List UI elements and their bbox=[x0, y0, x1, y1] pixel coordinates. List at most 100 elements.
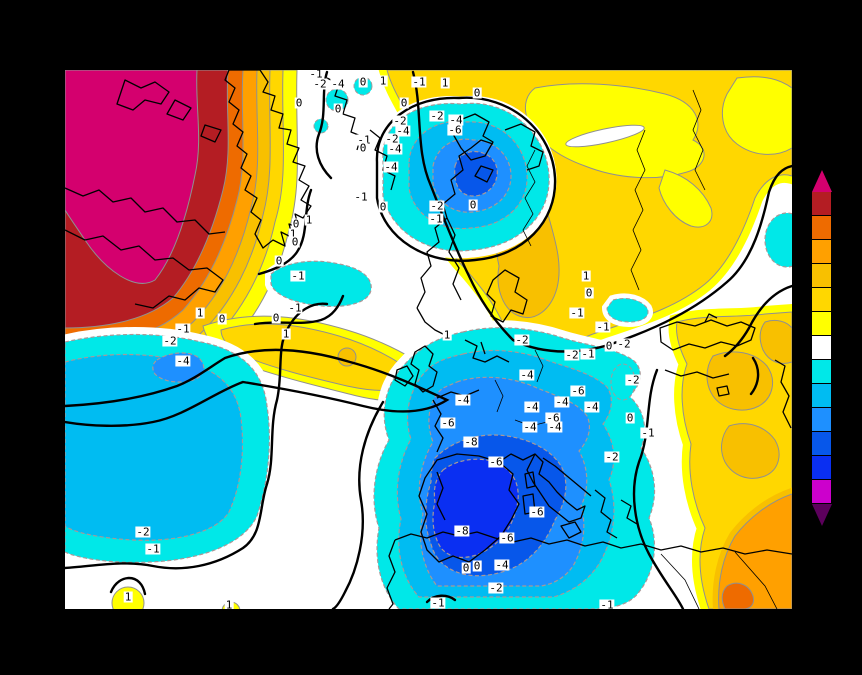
contour-label: -4 bbox=[175, 354, 191, 368]
contour-label: 0 bbox=[274, 254, 284, 268]
contour-label: 0 bbox=[291, 217, 301, 231]
north-sea-coast bbox=[464, 339, 510, 363]
canada-coast-2 bbox=[65, 229, 224, 309]
contour-label: -6 bbox=[529, 505, 545, 519]
contour-label: -6 bbox=[440, 416, 456, 430]
contour-label: 1 bbox=[281, 327, 291, 341]
contour-label: -4 bbox=[330, 77, 346, 91]
contour-label: -4 bbox=[383, 160, 399, 174]
warm-regions-layer bbox=[65, 70, 792, 609]
contour-label: -4 bbox=[395, 124, 411, 138]
contour-label: -2 bbox=[625, 373, 641, 387]
norway-sweden-border bbox=[446, 217, 462, 301]
adriatic-coast bbox=[542, 457, 592, 497]
contour-label: -2 bbox=[429, 109, 445, 123]
contour-label: -1 bbox=[595, 320, 611, 334]
colorbar-segment bbox=[812, 480, 831, 504]
contour-label: -2 bbox=[312, 77, 328, 91]
contour-label: -4 bbox=[524, 400, 540, 414]
svalbard-small bbox=[474, 165, 494, 183]
amber-patch-anatolia bbox=[721, 423, 780, 479]
contour-label: -2 bbox=[135, 525, 151, 539]
contour-label: -4 bbox=[554, 395, 570, 409]
aegean-coast bbox=[620, 499, 638, 525]
contour-label: 0 bbox=[378, 200, 388, 214]
contour-label: -1 bbox=[430, 596, 446, 609]
contour-label: -1 bbox=[580, 347, 596, 361]
contour-label: -8 bbox=[463, 435, 479, 449]
colorbar-arrow-down-icon bbox=[811, 504, 832, 526]
contour-label: 0 bbox=[271, 311, 281, 325]
colorbar-segment bbox=[812, 360, 831, 384]
zero-contour-greece-column bbox=[632, 368, 685, 609]
norway-coast bbox=[416, 139, 494, 309]
colorbar-segment bbox=[812, 408, 831, 432]
greece-coast bbox=[594, 489, 618, 539]
jan-mayen-ridge bbox=[369, 129, 396, 191]
zero-contour-iceland-loop bbox=[375, 96, 557, 263]
minus1-contour-morocco bbox=[425, 594, 457, 604]
border-russia-west bbox=[630, 129, 646, 291]
contour-label: -2 bbox=[616, 337, 632, 351]
baffin-island bbox=[116, 79, 170, 111]
colorbar-segment bbox=[812, 240, 831, 264]
channel-coast bbox=[436, 389, 480, 399]
river-russia-1 bbox=[692, 89, 706, 191]
contour-label: -2 bbox=[429, 199, 445, 213]
france-atlantic-coast bbox=[432, 399, 444, 453]
coastlines-layer bbox=[65, 70, 792, 609]
right-edge-cyan-notch bbox=[764, 212, 792, 268]
contour-label: -4 bbox=[584, 400, 600, 414]
skagerrak-coast bbox=[416, 307, 448, 337]
borders-layer bbox=[494, 89, 778, 609]
white-sea-coast bbox=[504, 123, 544, 171]
contour-label: 0 bbox=[584, 286, 594, 300]
contour-label: -4 bbox=[455, 393, 471, 407]
contour-label: 0 bbox=[468, 198, 478, 212]
black-sea bbox=[659, 319, 756, 351]
contour-label: 0 bbox=[461, 561, 471, 575]
contour-label: -6 bbox=[499, 531, 515, 545]
border-africa-1 bbox=[660, 553, 700, 609]
colorbar-segments bbox=[812, 192, 831, 504]
contour-label: 0 bbox=[472, 559, 482, 573]
contour-label: -4 bbox=[519, 368, 535, 382]
contour-label: 1 bbox=[378, 74, 388, 88]
north-africa-coast bbox=[394, 531, 792, 555]
svalbard-main bbox=[452, 113, 494, 161]
arctic-island-2 bbox=[200, 124, 222, 143]
colorbar-segment bbox=[812, 432, 831, 456]
border-africa-2 bbox=[734, 551, 778, 609]
canada-coast-1 bbox=[65, 187, 226, 235]
map-area: -1 -2 -4 0 1 -1 1 0 0 0 0 -2 -4 -2 -4 -6 -1 0 -2 -4 -4 -1 0 -2-… bbox=[65, 70, 792, 609]
orangered-spot-corner bbox=[721, 582, 754, 609]
greenland-coast bbox=[224, 70, 312, 249]
contour-label: -2 bbox=[384, 132, 400, 146]
contour-label: 0 bbox=[358, 75, 368, 89]
contour-label: 0 bbox=[472, 86, 482, 100]
corsica bbox=[524, 471, 536, 489]
great-britain bbox=[410, 345, 438, 393]
contour-label: 1 bbox=[224, 598, 234, 609]
colorbar-segment bbox=[812, 288, 831, 312]
contour-label: 0 bbox=[625, 411, 635, 425]
turkey-south-coast bbox=[664, 369, 730, 379]
contour-label: -6 bbox=[545, 411, 561, 425]
contour-label: -2 bbox=[488, 581, 504, 595]
contour-label: -1 bbox=[308, 70, 324, 81]
zero-contour-right-edge bbox=[723, 284, 792, 358]
morocco-atlantic-coast bbox=[386, 539, 396, 609]
contour-label: -1 bbox=[175, 322, 191, 336]
contour-label: 0 bbox=[217, 312, 227, 326]
contour-label: -4 bbox=[448, 113, 464, 127]
contour-label: 0 bbox=[358, 141, 368, 155]
contour-label: -1 bbox=[353, 190, 369, 204]
border-germany-poland bbox=[534, 349, 544, 383]
zero-contour-blacksea-east bbox=[749, 356, 760, 396]
contour-label: -2 bbox=[392, 114, 408, 128]
contour-label: -1 bbox=[287, 301, 303, 315]
contour-label: 1 bbox=[288, 227, 298, 241]
cyprus bbox=[716, 385, 730, 397]
portugal-border bbox=[436, 471, 446, 521]
